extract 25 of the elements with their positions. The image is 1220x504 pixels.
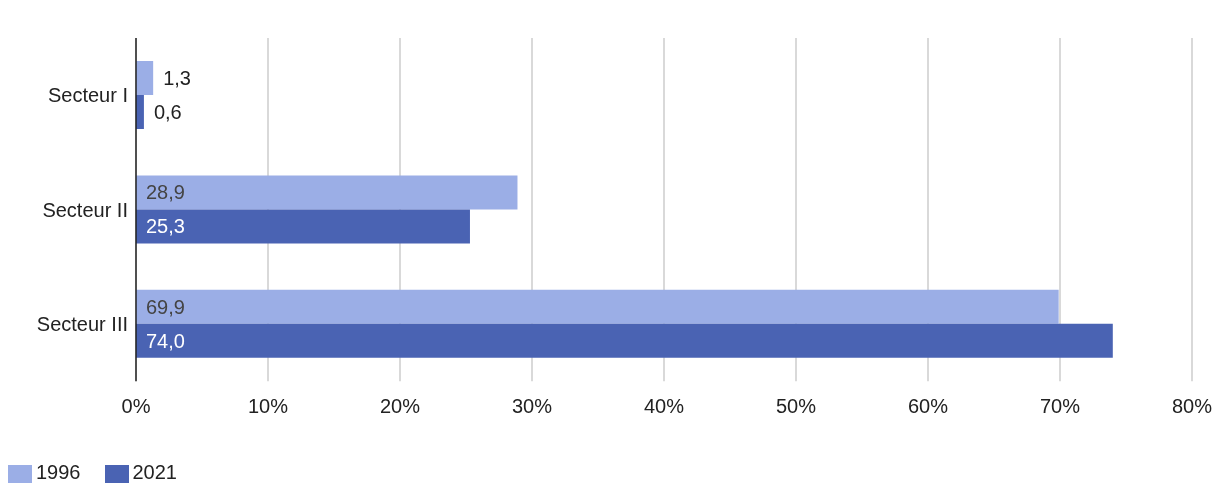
x-tick-label: 80% xyxy=(1171,395,1213,418)
x-tick-label: 30% xyxy=(511,395,553,418)
bar xyxy=(136,175,518,210)
x-tick-label: 0% xyxy=(121,395,151,418)
data-label: 69,9 xyxy=(146,295,185,318)
data-label: 74,0 xyxy=(146,329,185,352)
bar xyxy=(136,323,1113,358)
bar xyxy=(136,61,154,95)
y-tick-label: Secteur II xyxy=(42,198,128,221)
x-tick-label: 70% xyxy=(1039,395,1081,418)
x-tick-label: 10% xyxy=(247,395,289,418)
x-tick-label: 20% xyxy=(379,395,421,418)
data-label: 1,3 xyxy=(163,67,191,89)
legend-label: 1996 xyxy=(36,461,81,484)
bar xyxy=(136,289,1059,324)
x-tick-label: 40% xyxy=(643,395,685,418)
legend-label: 2021 xyxy=(132,461,177,484)
y-tick-label: Secteur I xyxy=(47,84,128,107)
data-label: 0,6 xyxy=(153,101,182,123)
y-tick-label: Secteur III xyxy=(36,313,128,336)
bar xyxy=(136,209,470,244)
x-tick-label: 50% xyxy=(775,395,817,418)
data-label: 25,3 xyxy=(146,215,185,238)
x-tick-label: 60% xyxy=(907,395,949,418)
data-label: 28,9 xyxy=(146,181,185,204)
